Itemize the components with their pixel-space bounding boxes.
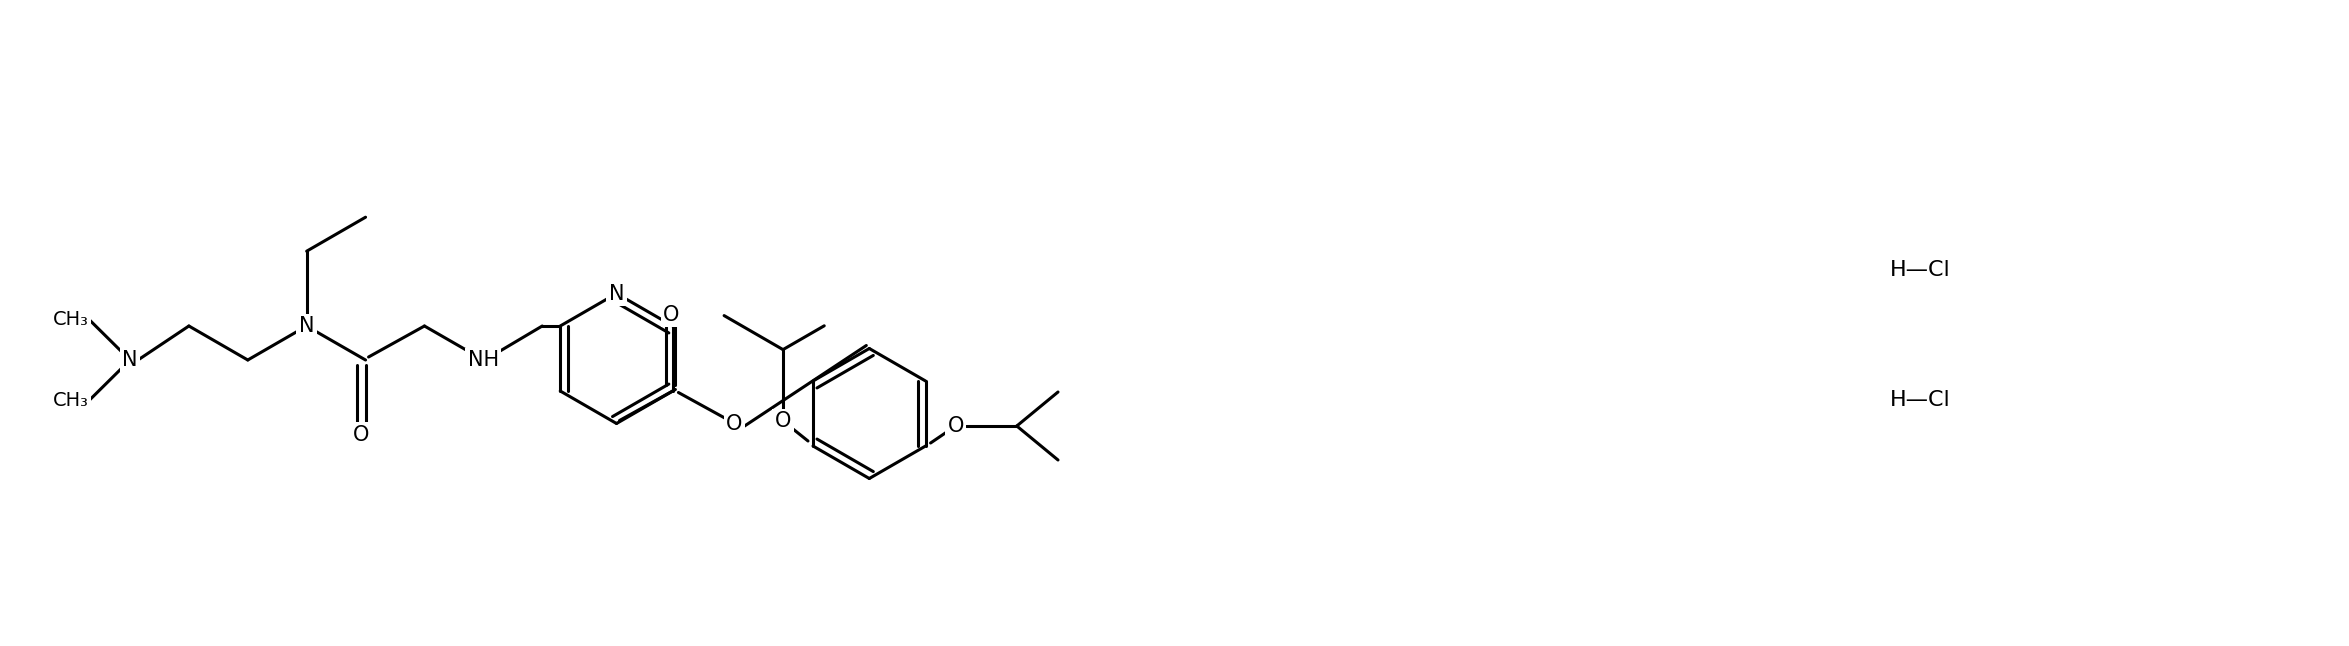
Text: O: O (775, 411, 792, 431)
Text: H—Cl: H—Cl (1889, 260, 1950, 280)
Text: CH₃: CH₃ (54, 391, 89, 410)
Text: H—Cl: H—Cl (1889, 390, 1950, 410)
Text: N: N (298, 316, 315, 336)
Text: O: O (947, 416, 963, 436)
Text: N: N (608, 284, 625, 304)
Text: NH: NH (467, 350, 498, 370)
Text: O: O (662, 305, 679, 325)
Text: CH₃: CH₃ (54, 309, 89, 329)
Text: N: N (122, 350, 139, 370)
Text: O: O (352, 425, 369, 445)
Text: O: O (726, 413, 742, 433)
